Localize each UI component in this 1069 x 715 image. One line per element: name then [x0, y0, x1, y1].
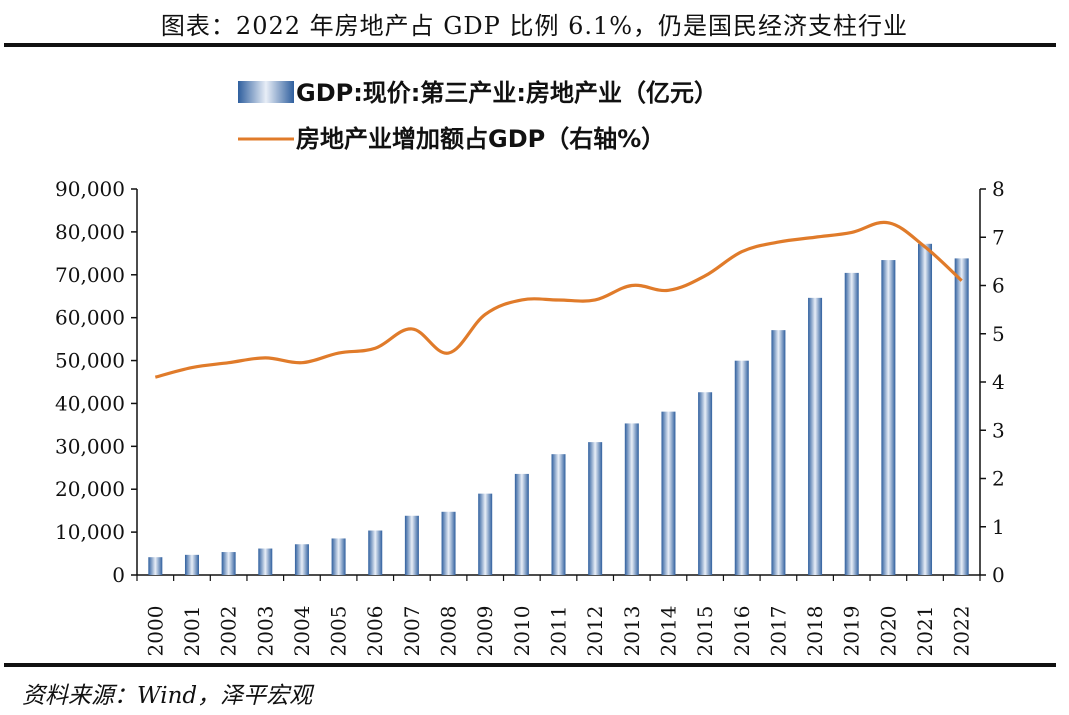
- bar-2006: [368, 530, 383, 575]
- x-tick-label: 2020: [876, 606, 900, 657]
- y-right-tick-label: 6: [992, 274, 1005, 298]
- source-note: 资料来源：Wind，泽平宏观: [22, 683, 313, 709]
- x-tick-label: 2001: [180, 606, 204, 657]
- x-tick-label: 2017: [766, 606, 790, 657]
- bar-2002: [221, 552, 236, 575]
- x-tick-label: 2010: [510, 606, 534, 657]
- bar-2019: [844, 272, 859, 575]
- y-right-tick-label: 1: [992, 515, 1005, 539]
- x-tick-label: 2007: [400, 606, 424, 657]
- y-left-tick-label: 20,000: [55, 477, 125, 501]
- bar-2010: [514, 473, 529, 575]
- chart-title: 图表：2022 年房地产占 GDP 比例 6.1%，仍是国民经济支柱行业: [160, 12, 909, 40]
- y-left-tick-label: 60,000: [55, 306, 125, 330]
- legend-bar-label: GDP:现价:第三产业:房地产业（亿元）: [296, 79, 718, 107]
- bar-2004: [294, 544, 309, 575]
- x-tick-label: 2019: [840, 606, 864, 657]
- y-right-tick-label: 3: [992, 418, 1005, 442]
- bottom-rule: [4, 663, 1056, 667]
- bar-2005: [331, 538, 346, 575]
- y-left-tick-label: 0: [112, 563, 125, 587]
- bar-2014: [661, 411, 676, 575]
- y-left-tick-label: 40,000: [55, 391, 125, 415]
- x-tick-label: 2016: [730, 606, 754, 657]
- x-tick-label: 2006: [363, 606, 387, 657]
- y-right-tick-label: 5: [992, 322, 1005, 346]
- x-tick-label: 2013: [620, 606, 644, 657]
- x-tick-label: 2014: [656, 606, 680, 657]
- x-tick-label: 2022: [950, 606, 974, 657]
- legend: GDP:现价:第三产业:房地产业（亿元） 房地产业增加额占GDP（右轴%）: [238, 79, 718, 153]
- y-right-tick-label: 0: [992, 563, 1005, 587]
- x-tick-label: 2002: [217, 606, 241, 657]
- bar-2011: [551, 454, 566, 575]
- x-tick-label: 2000: [143, 606, 167, 657]
- x-tick-label: 2018: [803, 606, 827, 657]
- bar-2016: [734, 360, 749, 575]
- y-right-tick-label: 4: [992, 370, 1005, 394]
- x-tick-label: 2004: [290, 606, 314, 657]
- y-right-tick-label: 7: [992, 225, 1005, 249]
- x-tick-label: 2012: [583, 606, 607, 657]
- share-of-gdp-line: [154, 220, 963, 379]
- bar-2003: [258, 548, 273, 575]
- bar-2015: [698, 392, 713, 575]
- y-right-tick-label: 2: [992, 467, 1005, 491]
- y-left-tick-label: 70,000: [55, 263, 125, 287]
- bar-2021: [918, 243, 933, 575]
- bar-2008: [441, 511, 456, 575]
- bar-2013: [624, 423, 639, 575]
- x-tick-label: 2011: [547, 606, 571, 657]
- x-tick-label: 2015: [693, 606, 717, 657]
- x-tick-label: 2009: [473, 606, 497, 657]
- bar-2012: [588, 442, 603, 575]
- bar-2022: [954, 258, 969, 575]
- y-right-tick-label: 8: [992, 177, 1005, 201]
- y-left-tick-label: 50,000: [55, 349, 125, 373]
- bar-2001: [184, 554, 199, 575]
- bar-2000: [148, 557, 163, 575]
- x-tick-label: 2021: [913, 606, 937, 657]
- y-left-tick-label: 30,000: [55, 434, 125, 458]
- y-left-tick-label: 90,000: [55, 177, 125, 201]
- top-rule: [4, 43, 1056, 47]
- legend-line-label: 房地产业增加额占GDP（右轴%）: [296, 125, 665, 153]
- x-tick-label: 2008: [437, 606, 461, 657]
- bar-2018: [808, 297, 823, 575]
- legend-bar-swatch: [238, 81, 294, 103]
- bar-2009: [478, 493, 493, 575]
- y-left-tick-label: 10,000: [55, 520, 125, 544]
- bar-2020: [881, 260, 896, 575]
- bar-2017: [771, 330, 786, 575]
- y-left-tick-label: 80,000: [55, 220, 125, 244]
- x-tick-label: 2003: [253, 606, 277, 657]
- x-tick-label: 2005: [327, 606, 351, 657]
- bar-2007: [404, 515, 419, 575]
